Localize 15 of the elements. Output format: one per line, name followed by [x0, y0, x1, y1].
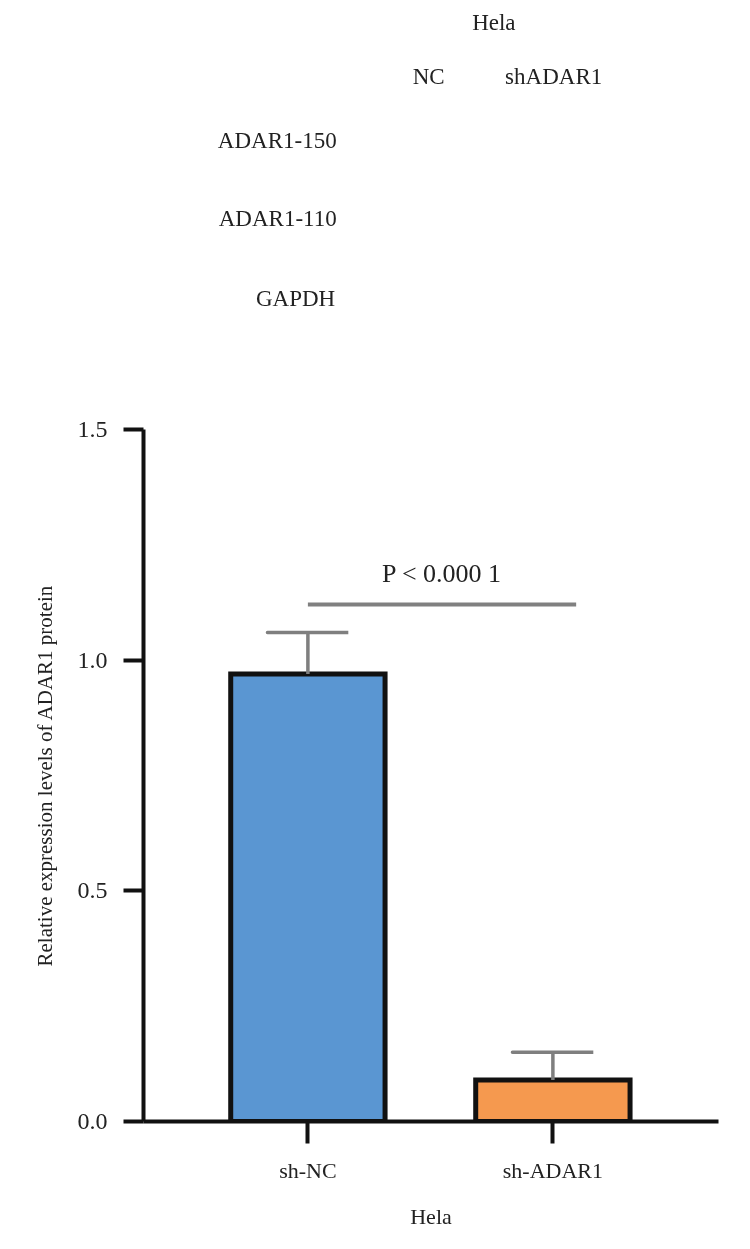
- text: ADAR1-150: [217, 128, 337, 153]
- y-tick-label: 0.5: [77, 877, 108, 904]
- annotation: P < 0.000 1: [381, 558, 502, 588]
- x-axis-title: Hela: [410, 1203, 452, 1229]
- text: Hela: [472, 10, 516, 35]
- text: shADAR1: [505, 64, 603, 89]
- text: GAPDH: [255, 286, 336, 311]
- y-axis-title: Relative expression levels of ADAR1 protein: [32, 585, 57, 967]
- x-tick-label: sh-ADAR1: [502, 1157, 604, 1183]
- text: NC: [412, 64, 445, 89]
- y-tick-label: 1.0: [77, 646, 108, 673]
- y-tick-label: 1.5: [77, 416, 108, 442]
- y-tick-label: 0.0: [77, 1108, 108, 1134]
- text: ADAR1-110: [218, 206, 337, 231]
- x-tick-label: sh-NC: [279, 1157, 337, 1183]
